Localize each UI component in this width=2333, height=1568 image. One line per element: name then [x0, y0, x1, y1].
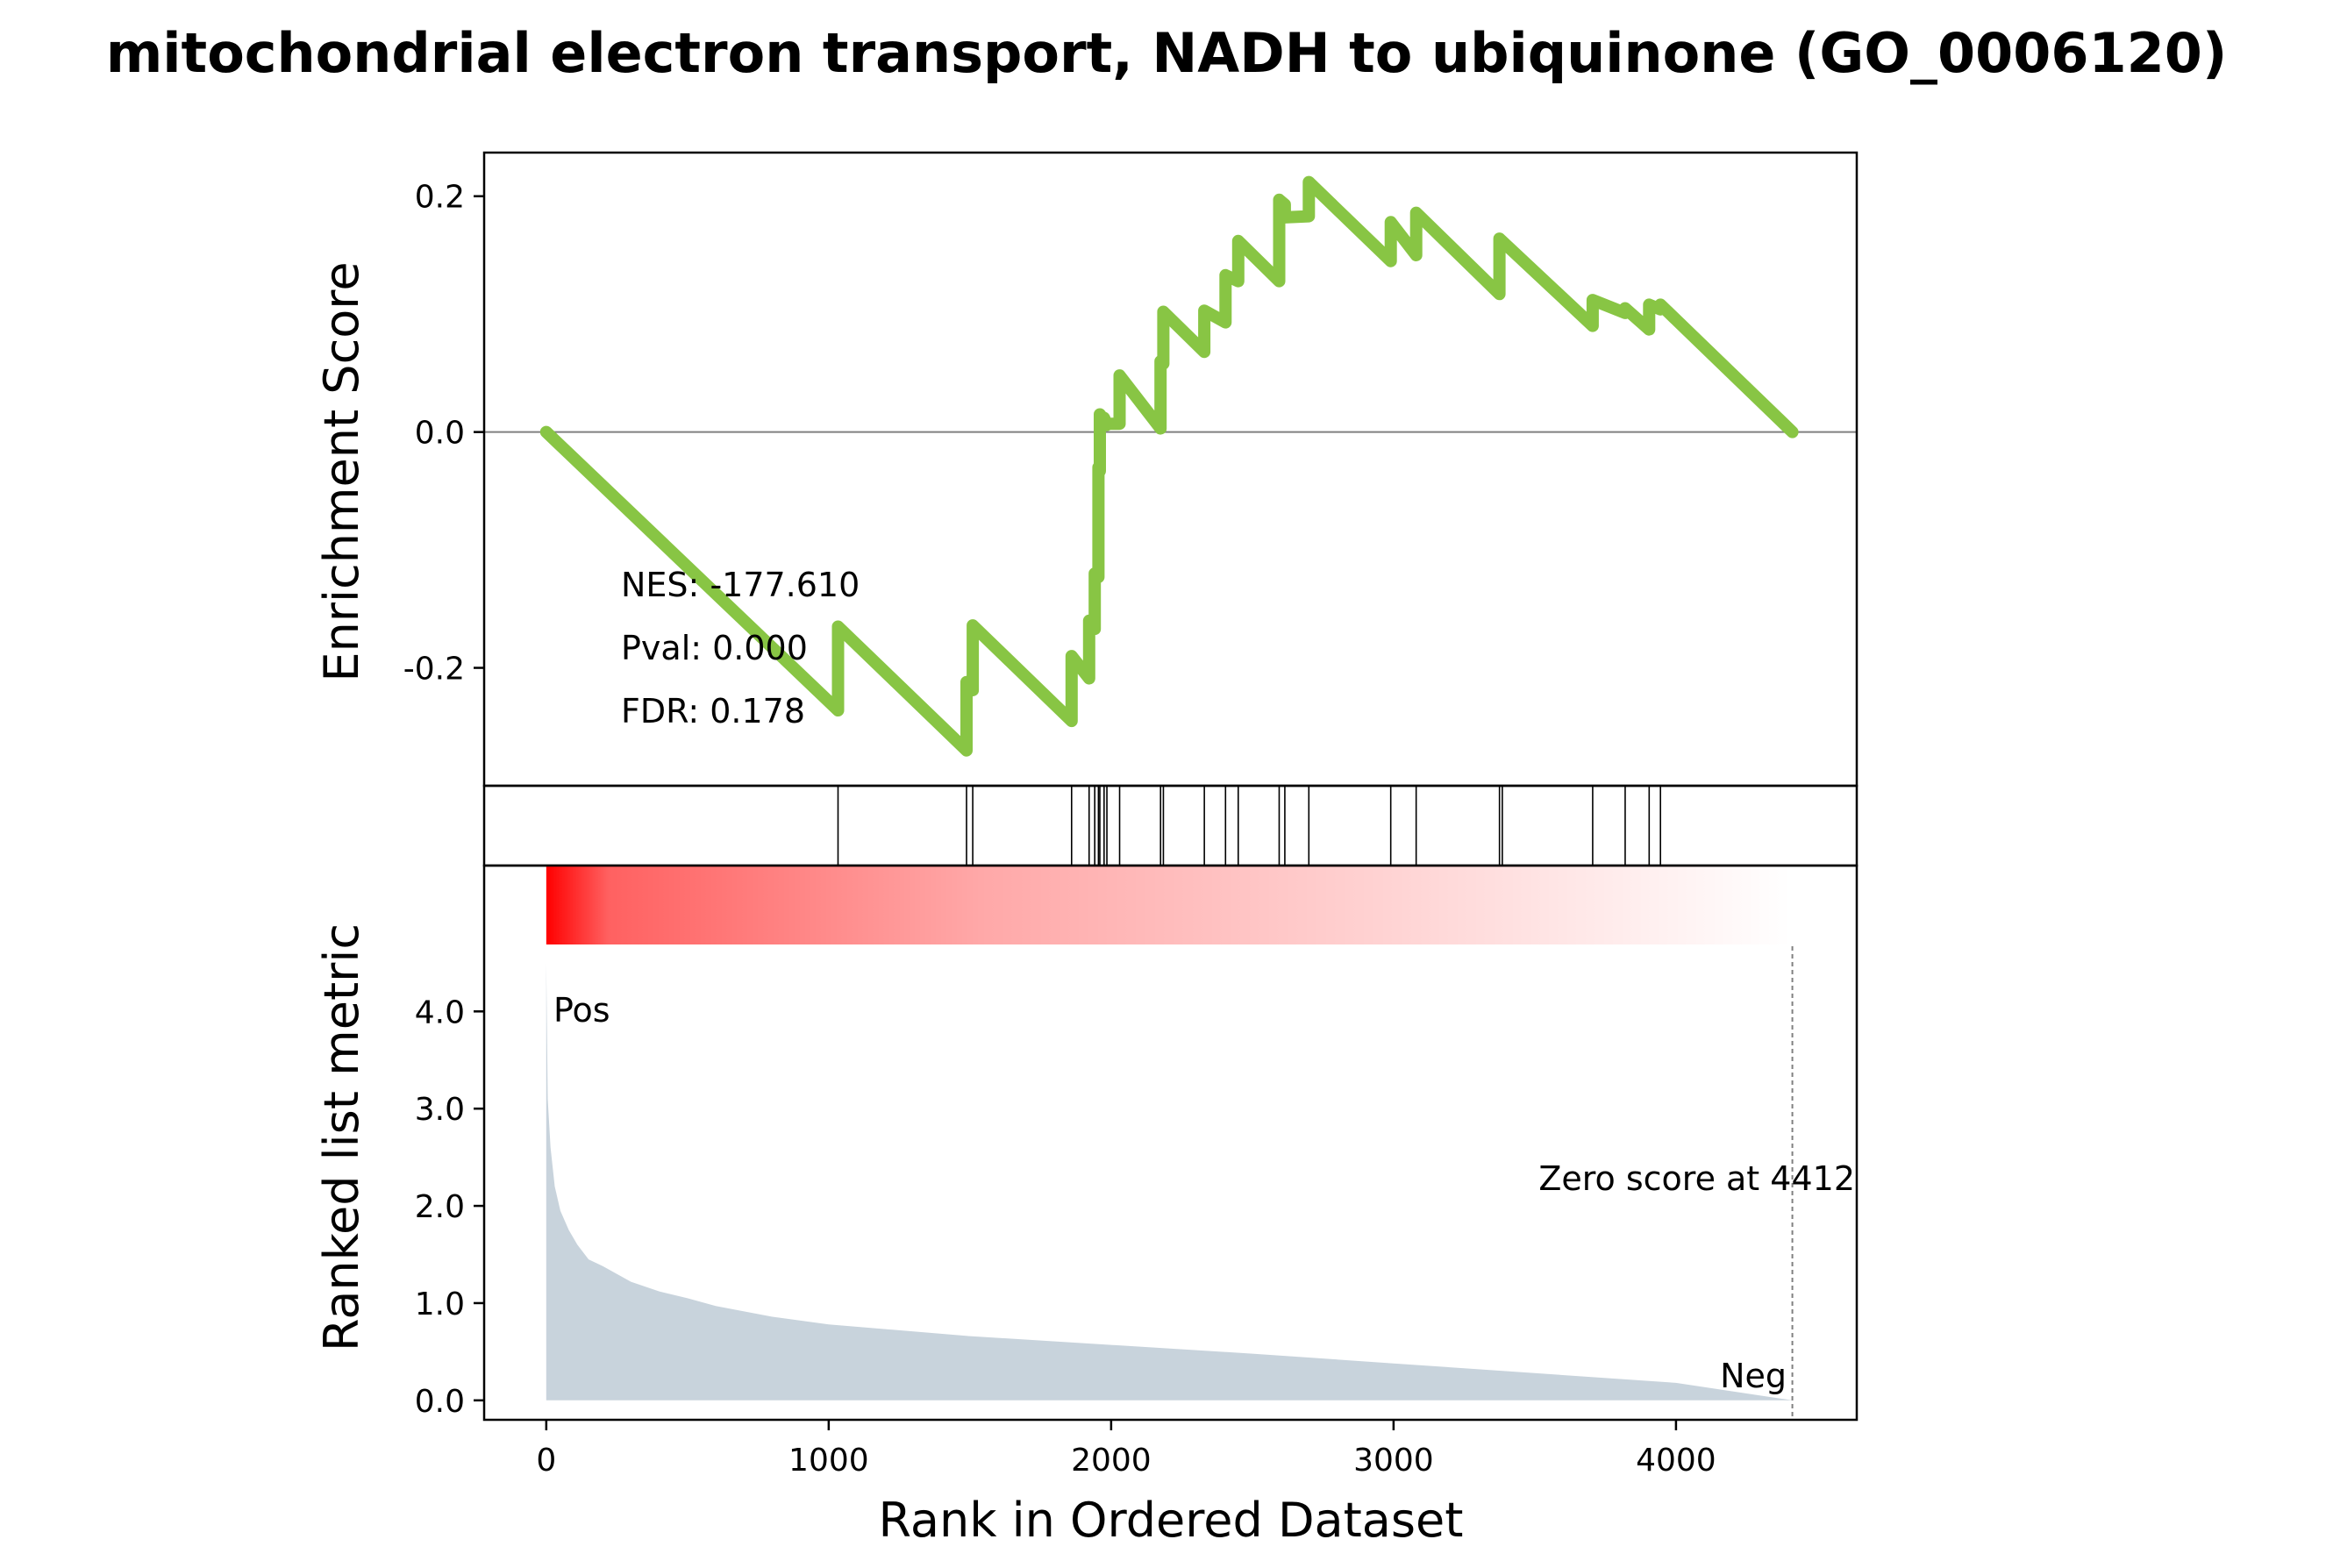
rank-y-tick-label: 0.0 — [415, 1384, 465, 1420]
hits-panel-frame — [482, 784, 1859, 867]
pval-label: Pval: 0.000 — [621, 629, 808, 667]
es-y-tick-label: 0.2 — [415, 180, 465, 216]
enrichment-score-line — [539, 175, 1799, 757]
rank-y-tick-label: 2.0 — [415, 1189, 465, 1225]
chart-title: mitochondrial electron transport, NADH t… — [106, 21, 2228, 85]
x-axis-ticks: 0 1000 2000 3000 4000 — [536, 1420, 1716, 1479]
rank-y-tick-label: 3.0 — [415, 1092, 465, 1128]
nes-label: NES: -177.610 — [621, 566, 860, 604]
enrichment-score-panel: 0.2 0.0 -0.2 NES: -177.610 Pval: 0.000 FDR… — [314, 151, 1859, 788]
rank-gradient-bar — [546, 866, 1793, 944]
x-tick-label: 4000 — [1636, 1443, 1716, 1479]
rank-panel-frame — [482, 864, 1859, 1422]
x-tick-label: 0 — [536, 1443, 556, 1479]
gene-hits-panel — [482, 784, 1859, 867]
x-tick-label: 2000 — [1071, 1443, 1152, 1479]
pos-label: Pos — [553, 991, 610, 1030]
rank-y-ticks: 0.0 1.0 2.0 3.0 4.0 — [415, 994, 484, 1420]
neg-label: Neg — [1720, 1357, 1787, 1395]
x-tick-label: 3000 — [1353, 1443, 1434, 1479]
ranked-metric-area — [546, 962, 1793, 1401]
rank-y-axis-label: Ranked list metric — [314, 923, 369, 1351]
rank-y-tick-label: 1.0 — [415, 1286, 465, 1322]
x-axis-label: Rank in Ordered Dataset — [879, 1493, 1464, 1548]
es-panel-frame — [482, 151, 1859, 788]
ranked-metric-panel: Zero score at 4412 Pos Neg 0.0 1.0 2.0 3.0 4… — [314, 864, 1859, 1422]
es-y-axis-label: Enrichment Score — [314, 261, 369, 681]
es-y-tick-label: 0.0 — [415, 416, 465, 452]
hit-lines — [837, 786, 1661, 866]
es-y-ticks: 0.2 0.0 -0.2 — [403, 180, 484, 688]
es-y-tick-label: -0.2 — [403, 652, 465, 688]
zero-score-label: Zero score at 4412 — [1538, 1159, 1855, 1198]
rank-y-tick-label: 4.0 — [415, 994, 465, 1030]
fdr-label: FDR: 0.178 — [621, 692, 805, 731]
x-tick-label: 1000 — [788, 1443, 869, 1479]
